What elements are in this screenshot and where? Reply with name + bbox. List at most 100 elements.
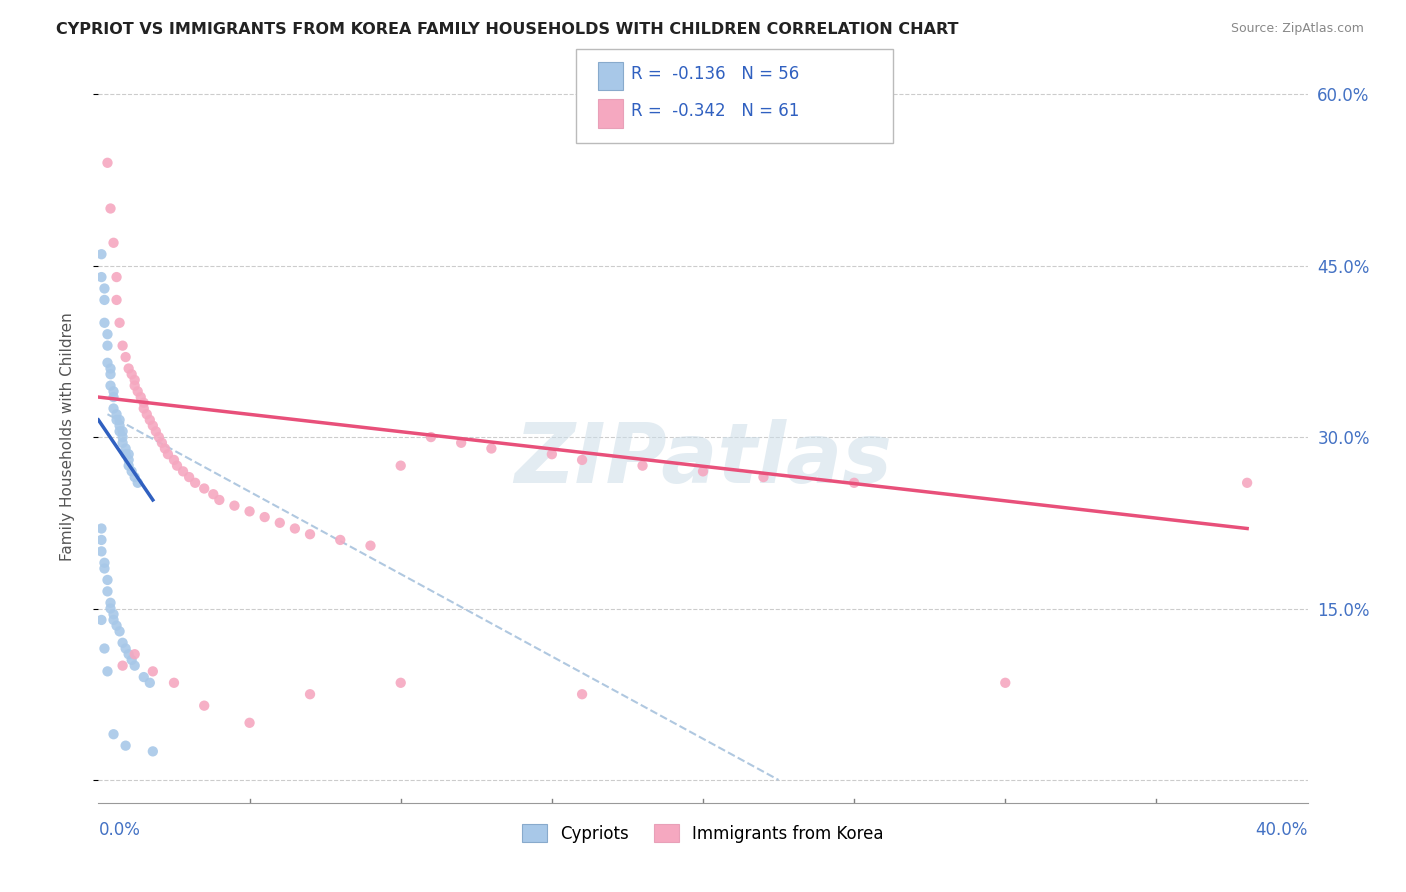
Point	[105, 270, 128, 285]
Point	[202, 487, 225, 501]
Point	[111, 430, 134, 444]
Point	[132, 396, 155, 410]
Point	[142, 418, 165, 433]
Point	[90, 270, 112, 285]
Point	[299, 687, 322, 701]
Point	[90, 544, 112, 558]
Point	[129, 390, 152, 404]
Point	[148, 430, 170, 444]
Point	[108, 413, 131, 427]
Point	[163, 453, 186, 467]
Point	[540, 447, 562, 461]
Point	[93, 556, 115, 570]
Point	[184, 475, 207, 490]
Point	[100, 202, 122, 216]
Text: R =  -0.136   N = 56: R = -0.136 N = 56	[631, 65, 800, 83]
Point	[752, 470, 775, 484]
Point	[105, 618, 128, 632]
Point	[96, 327, 118, 342]
Point	[103, 390, 125, 404]
Point	[100, 378, 122, 392]
Point	[284, 521, 307, 535]
Point	[105, 293, 128, 307]
Point	[132, 670, 155, 684]
Point	[631, 458, 654, 473]
Point	[108, 624, 131, 639]
Point	[111, 435, 134, 450]
Point	[127, 384, 149, 399]
Point	[139, 675, 162, 690]
Point	[127, 475, 149, 490]
Point	[253, 510, 276, 524]
Point	[93, 316, 115, 330]
Point	[124, 378, 146, 392]
Point	[179, 470, 201, 484]
Point	[481, 442, 503, 456]
Text: CYPRIOT VS IMMIGRANTS FROM KOREA FAMILY HOUSEHOLDS WITH CHILDREN CORRELATION CHA: CYPRIOT VS IMMIGRANTS FROM KOREA FAMILY …	[56, 22, 959, 37]
Point	[90, 247, 112, 261]
Point	[114, 447, 136, 461]
Point	[142, 744, 165, 758]
Point	[100, 368, 122, 382]
Point	[100, 596, 122, 610]
Point	[111, 658, 134, 673]
Point	[96, 356, 118, 370]
Point	[172, 464, 194, 478]
Point	[118, 458, 141, 473]
Point	[118, 361, 141, 376]
Text: ZIPatlas: ZIPatlas	[515, 418, 891, 500]
Point	[156, 447, 179, 461]
Point	[108, 418, 131, 433]
Point	[420, 430, 443, 444]
Point	[114, 739, 136, 753]
Point	[103, 235, 125, 250]
Point	[124, 658, 146, 673]
Point	[93, 641, 115, 656]
Point	[193, 698, 215, 713]
Point	[90, 521, 112, 535]
Point	[329, 533, 352, 547]
Point	[692, 464, 714, 478]
Point	[299, 527, 322, 541]
Point	[121, 368, 143, 382]
Point	[108, 316, 131, 330]
Point	[103, 384, 125, 399]
Point	[93, 281, 115, 295]
Point	[1236, 475, 1258, 490]
Point	[224, 499, 246, 513]
Point	[96, 155, 118, 169]
Point	[153, 442, 176, 456]
Point	[105, 407, 128, 421]
Y-axis label: Family Households with Children: Family Households with Children	[60, 313, 75, 561]
Point	[111, 425, 134, 439]
Point	[114, 350, 136, 364]
Point	[163, 675, 186, 690]
Point	[105, 413, 128, 427]
Point	[269, 516, 291, 530]
Point	[114, 442, 136, 456]
Point	[96, 338, 118, 352]
Point	[145, 425, 167, 439]
Point	[450, 435, 472, 450]
Point	[571, 453, 593, 467]
Point	[360, 539, 382, 553]
Point	[90, 613, 112, 627]
Point	[124, 647, 146, 661]
Point	[239, 715, 262, 730]
Point	[111, 636, 134, 650]
Point	[100, 361, 122, 376]
Point	[93, 561, 115, 575]
Point	[389, 675, 412, 690]
Point	[93, 293, 115, 307]
Point	[118, 453, 141, 467]
Point	[118, 647, 141, 661]
Point	[844, 475, 866, 490]
Point	[96, 584, 118, 599]
Legend: Cypriots, Immigrants from Korea: Cypriots, Immigrants from Korea	[516, 818, 890, 849]
Point	[193, 482, 215, 496]
Point	[389, 458, 412, 473]
Point	[139, 413, 162, 427]
Point	[124, 470, 146, 484]
Point	[121, 464, 143, 478]
Point	[103, 613, 125, 627]
